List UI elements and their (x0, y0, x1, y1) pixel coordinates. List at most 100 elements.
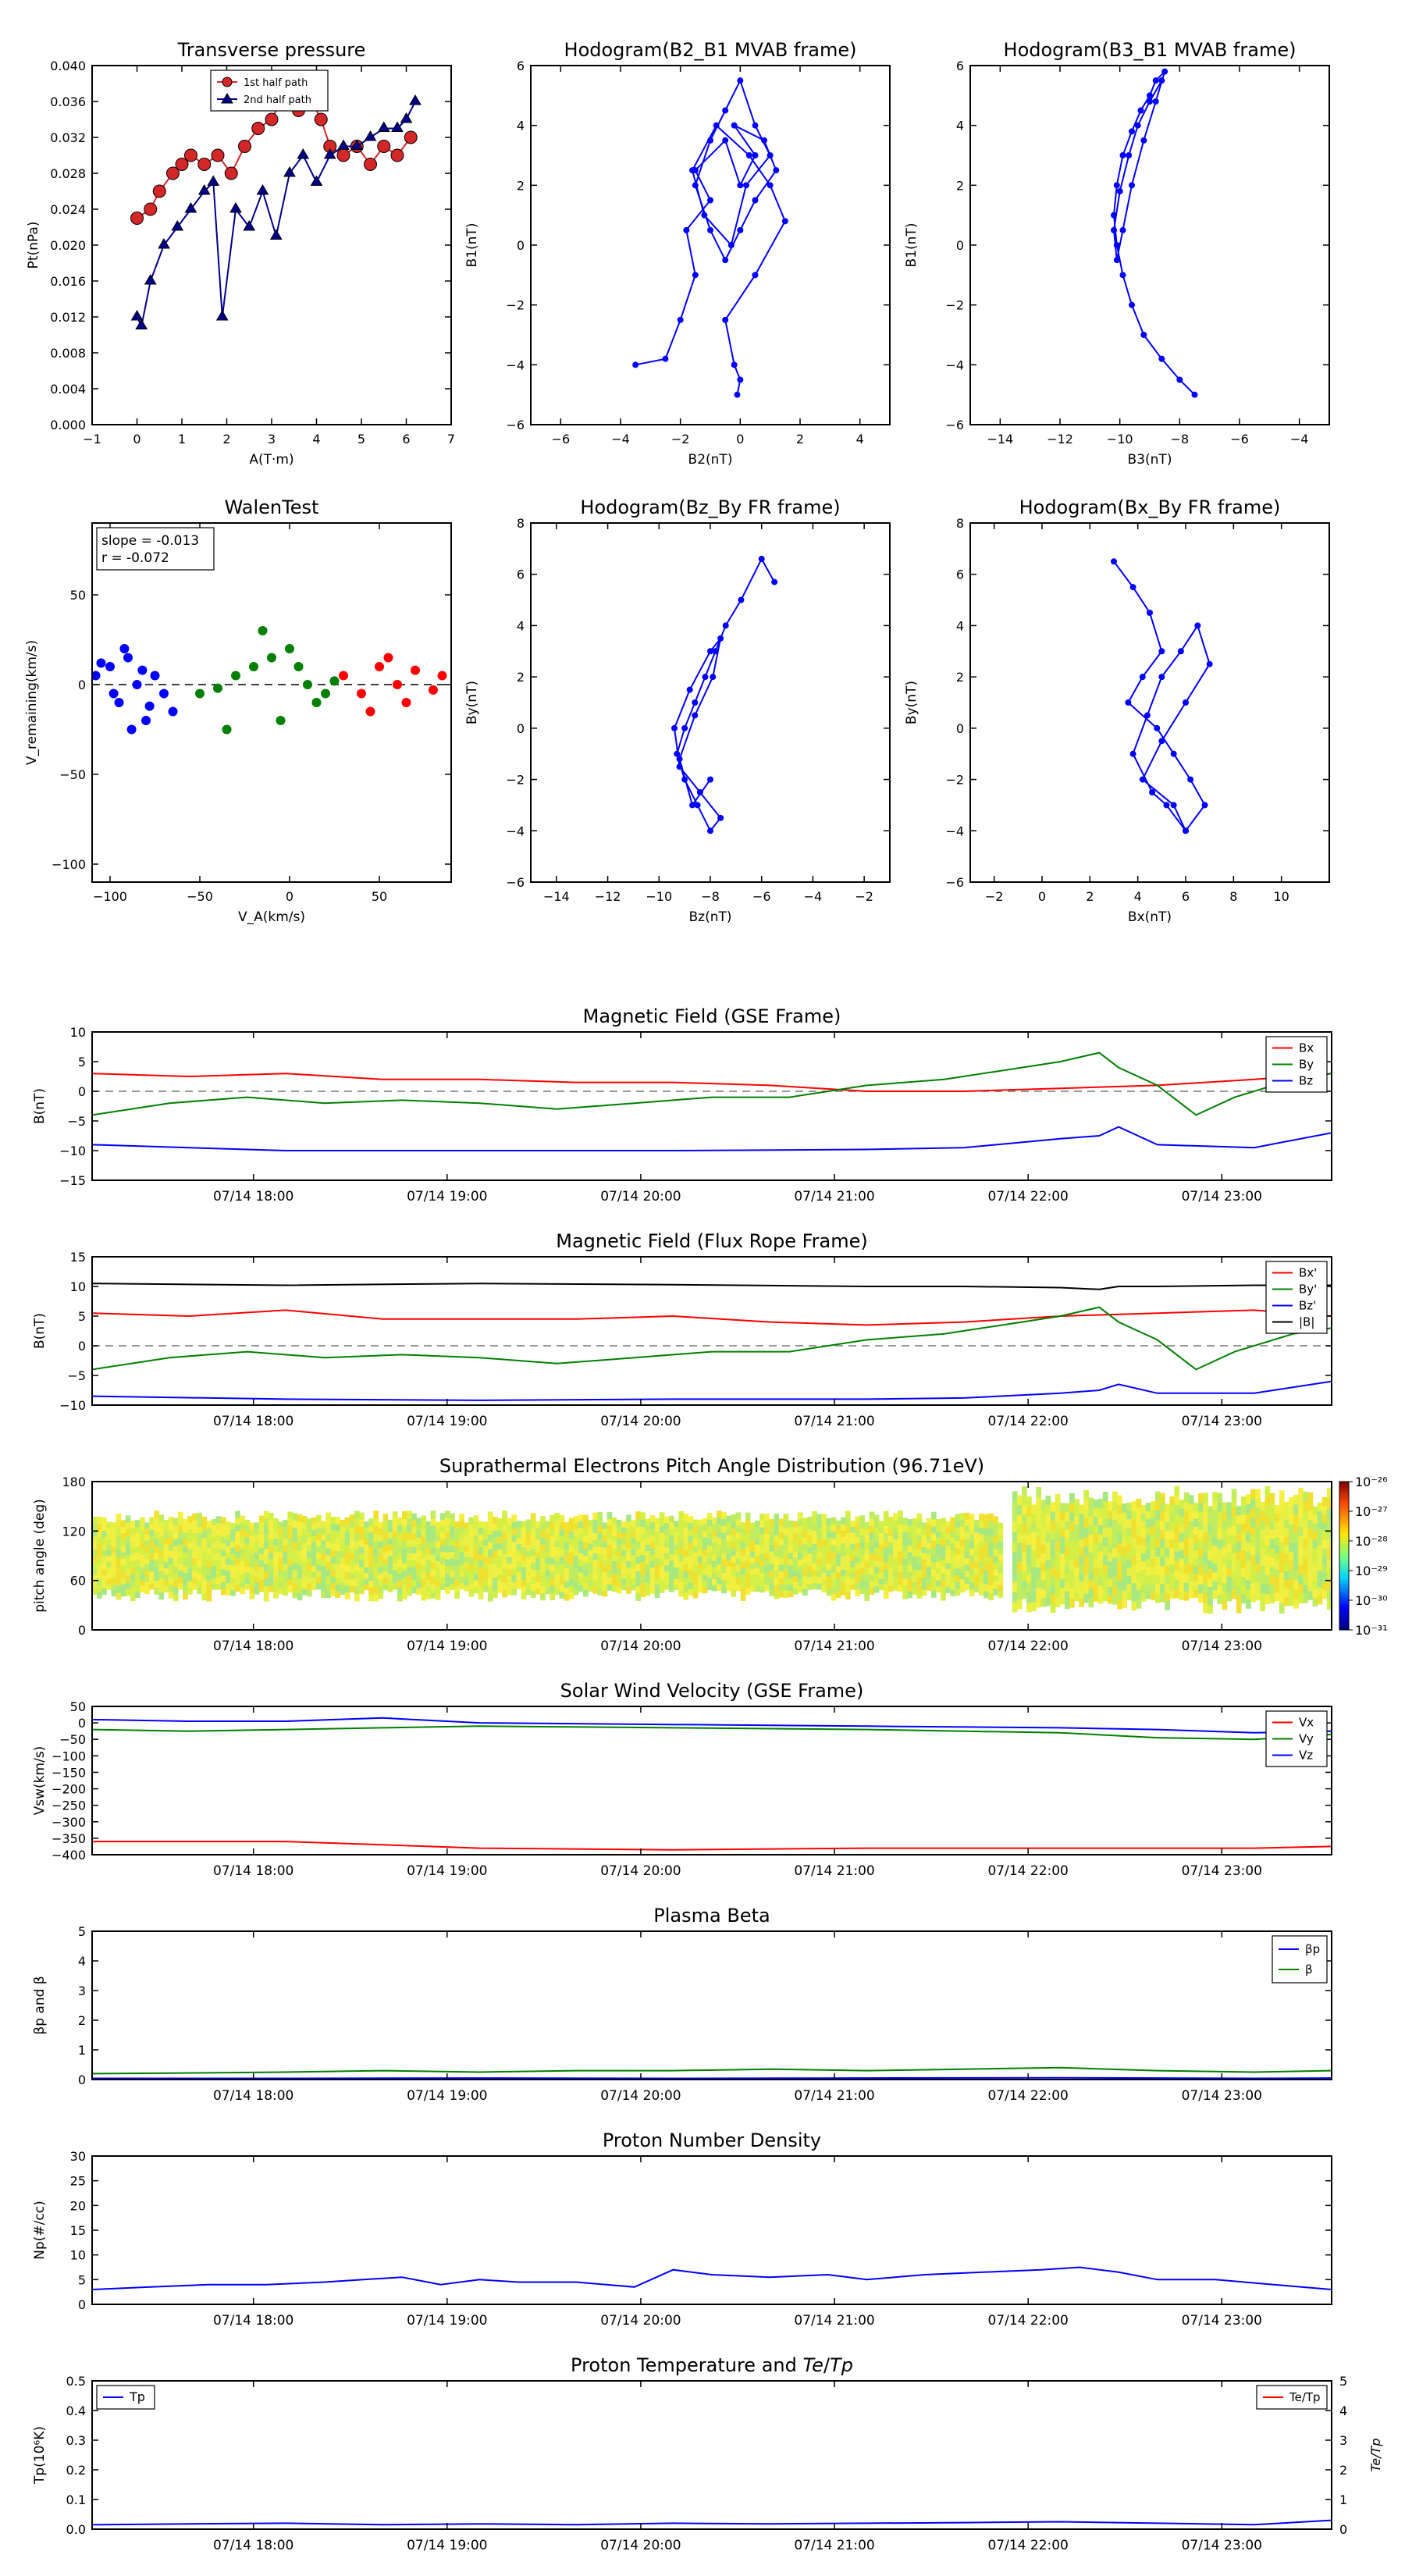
heatmap-cell (482, 1539, 489, 1546)
heatmap-cell (1255, 1525, 1261, 1536)
heatmap-cell (435, 1580, 441, 1588)
heatmap-cell (573, 1582, 579, 1589)
heatmap-cell (812, 1524, 817, 1532)
heatmap-cell (430, 1510, 436, 1519)
heatmap-cell (669, 1578, 674, 1586)
heatmap-cell (792, 1551, 799, 1558)
heatmap-cell (249, 1535, 255, 1542)
data-point (1170, 802, 1177, 809)
heatmap-cell (364, 1550, 369, 1557)
heatmap-cell (1183, 1564, 1190, 1574)
heatmap-cell (521, 1546, 527, 1554)
heatmap-cell (1102, 1564, 1108, 1574)
heatmap-cell (487, 1593, 493, 1602)
y-tick-label: 4 (78, 1954, 86, 1969)
heatmap-cell (230, 1565, 236, 1572)
heatmap-cell (554, 1546, 560, 1554)
heatmap-cell (120, 1571, 126, 1578)
heatmap-cell (945, 1521, 951, 1528)
heatmap-cell (215, 1528, 222, 1535)
heatmap-cell (439, 1525, 446, 1533)
heatmap-cell (926, 1572, 932, 1579)
y-tick-label: 4 (956, 119, 964, 133)
heatmap-cell (540, 1578, 546, 1587)
heatmap-cell (1255, 1507, 1261, 1517)
heatmap-cell (258, 1578, 265, 1586)
heatmap-cell (1036, 1597, 1042, 1608)
heatmap-cell (1321, 1522, 1328, 1532)
heatmap-cell (240, 1581, 246, 1588)
heatmap-cell (321, 1578, 326, 1585)
heatmap-cell (611, 1573, 617, 1580)
heatmap-cell (792, 1557, 799, 1564)
heatmap-cell (473, 1521, 479, 1529)
chart-title: Proton Number Density (603, 2129, 821, 2151)
heatmap-cell (201, 1585, 208, 1594)
heatmap-cell (883, 1532, 889, 1541)
y-tick-label: 180 (62, 1475, 86, 1489)
heatmap-cell (1079, 1564, 1084, 1574)
heatmap-cell (249, 1522, 255, 1530)
heatmap-cell (955, 1534, 961, 1542)
heatmap-cell (869, 1532, 875, 1540)
heatmap-cell (659, 1572, 665, 1580)
x-tick-label: 07/14 22:00 (987, 2538, 1068, 2553)
heatmap-cell (1293, 1551, 1299, 1562)
heatmap-cell (649, 1560, 656, 1568)
heatmap-cell (206, 1574, 212, 1582)
heatmap-cell (1083, 1564, 1090, 1575)
heatmap-cell (1016, 1504, 1023, 1515)
heatmap-cell (268, 1512, 274, 1520)
heatmap-cell (497, 1567, 503, 1574)
heatmap-cell (1203, 1572, 1208, 1584)
data-point (692, 182, 699, 189)
heatmap-cell (1217, 1594, 1223, 1604)
y-tick-label: 0.020 (50, 238, 86, 253)
heatmap-cell (378, 1541, 384, 1548)
x-tick-label: 07/14 19:00 (407, 2088, 487, 2104)
heatmap-cell (578, 1533, 584, 1541)
heatmap-cell (769, 1570, 774, 1578)
heatmap-cell (945, 1527, 951, 1534)
heatmap-cell (916, 1513, 923, 1521)
panel-pt: Transverse pressure0.0000.0040.0080.0120… (26, 39, 455, 468)
heatmap-cell (869, 1587, 875, 1595)
heatmap-cell (1045, 1541, 1051, 1551)
heatmap-cell (1317, 1587, 1323, 1596)
heatmap-cell (631, 1578, 636, 1585)
heatmap-cell (850, 1537, 855, 1544)
heatmap-cell (921, 1564, 927, 1572)
heatmap-cell (421, 1529, 427, 1538)
heatmap-cell (1055, 1597, 1061, 1608)
heatmap-cell (325, 1533, 331, 1542)
heatmap-cell (92, 1535, 98, 1543)
heatmap-cell (950, 1523, 956, 1531)
heatmap-cell (97, 1578, 102, 1585)
heatmap-cell (683, 1528, 689, 1536)
heatmap-cell (435, 1541, 441, 1549)
y-tick-label: 0.2 (66, 2463, 86, 2478)
heatmap-cell (1016, 1552, 1023, 1562)
heatmap-cell (507, 1563, 513, 1570)
heatmap-cell (759, 1578, 765, 1586)
heatmap-cell (973, 1556, 980, 1563)
heatmap-cell (635, 1556, 641, 1564)
heatmap-cell (321, 1521, 326, 1528)
heatmap-cell (168, 1571, 174, 1578)
heatmap-cell (1303, 1574, 1309, 1585)
heatmap-cell (101, 1530, 107, 1538)
x-tick-label: 07/14 23:00 (1182, 1414, 1262, 1429)
heatmap-cell (1016, 1561, 1023, 1572)
heatmap-cell (1212, 1500, 1218, 1510)
heatmap-cell (521, 1534, 527, 1542)
heatmap-cell (1136, 1507, 1142, 1517)
heatmap-cell (444, 1572, 450, 1581)
data-point (265, 112, 279, 126)
heatmap-cell (1283, 1596, 1289, 1606)
x-tick-label: 07/14 20:00 (600, 1638, 681, 1654)
heatmap-cell (316, 1576, 322, 1584)
heatmap-cell (1107, 1595, 1113, 1604)
heatmap-cell (850, 1566, 855, 1573)
heatmap-cell (511, 1521, 518, 1529)
heatmap-cell (649, 1567, 656, 1574)
